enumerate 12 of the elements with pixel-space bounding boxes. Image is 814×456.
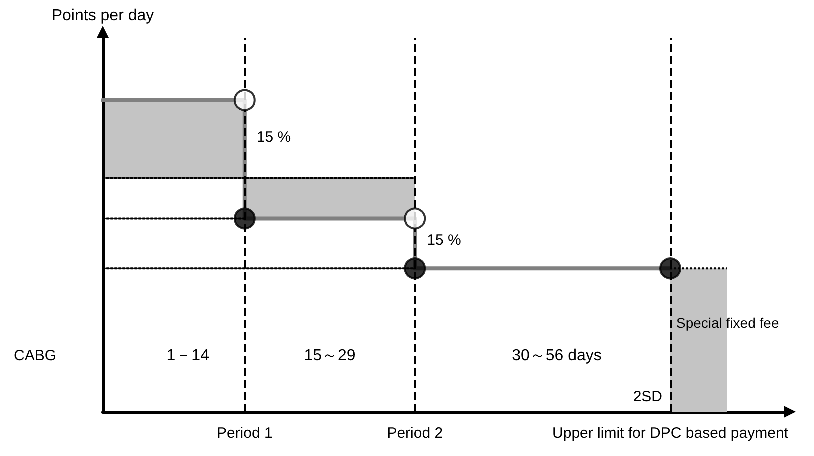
annotation: 15 % (256, 129, 292, 146)
ref-line-label: 2SD (633, 388, 663, 406)
series-label: Special fixed fee (676, 315, 780, 332)
x-tick-label: Period 2 (387, 425, 444, 442)
text: CABG (14, 347, 57, 364)
y-axis-title: Points per day (52, 8, 154, 24)
x-tick-label: Upper limit for DPC based payment (552, 425, 790, 442)
annotation: 15 % (427, 232, 462, 250)
x-tick-label: Period 1 (216, 425, 273, 442)
annotation: 1－14 (166, 347, 210, 364)
annotation: 30～56 days (512, 347, 602, 364)
annotation: 15～29 (304, 347, 356, 364)
